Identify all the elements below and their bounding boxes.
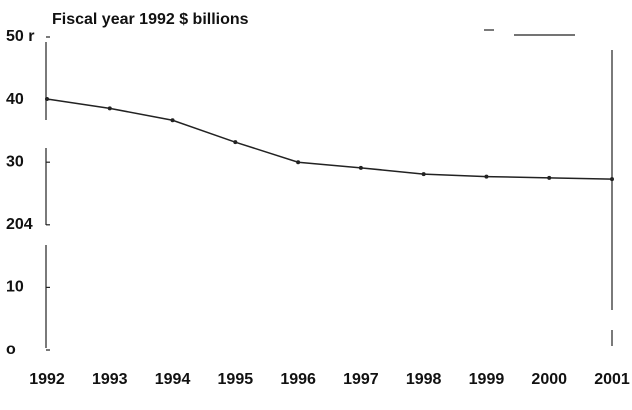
data-point [170, 118, 175, 123]
x-tick-label: 1994 [155, 371, 191, 388]
data-point [610, 177, 614, 182]
x-tick-label: 1996 [280, 371, 316, 388]
y-tick-label: 204 [6, 216, 33, 233]
data-point [45, 96, 49, 101]
x-tick-label: 1995 [218, 371, 254, 388]
chart-title: Fiscal year 1992 $ billions [52, 11, 249, 28]
data-point [233, 140, 238, 145]
y-tick-label: 10 [6, 279, 24, 296]
data-point [107, 106, 112, 111]
x-tick-label: 2001 [594, 371, 630, 388]
data-point [421, 172, 426, 177]
y-tick-label: o [6, 341, 16, 358]
x-tick-label: 1997 [343, 371, 379, 388]
y-tick-label: 40 [6, 91, 24, 108]
x-tick-label: 2000 [531, 371, 567, 388]
data-point [296, 160, 301, 165]
data-point [547, 175, 552, 180]
x-tick-label: 1998 [406, 371, 442, 388]
x-tick-label: 1999 [469, 371, 505, 388]
x-tick-label: 1993 [92, 371, 128, 388]
data-line [46, 98, 613, 180]
data-point [358, 165, 363, 170]
data-point [484, 174, 489, 179]
x-tick-label: 1992 [29, 371, 65, 388]
y-tick-label: 50 r [6, 28, 34, 45]
y-tick-label: 30 [6, 153, 24, 170]
